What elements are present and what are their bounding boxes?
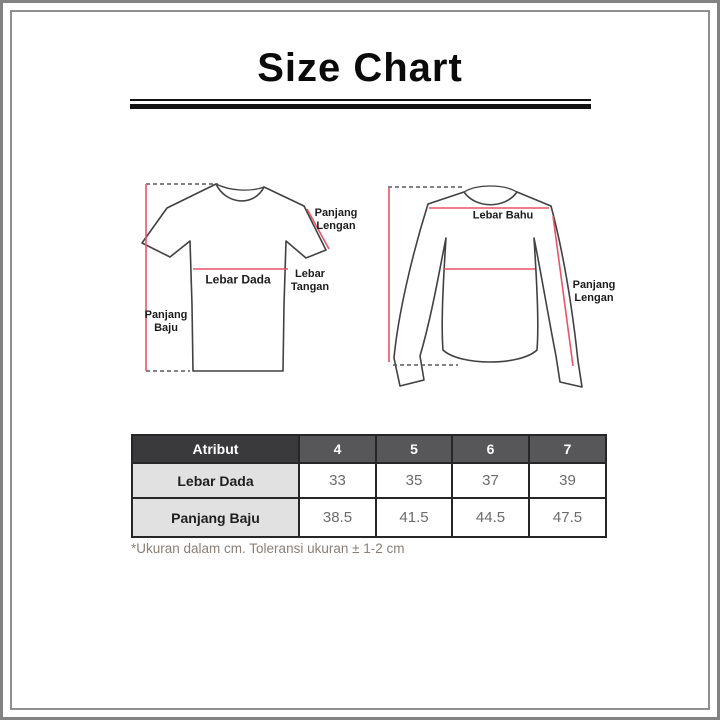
size-table: Atribut 4 5 6 7 Lebar Dada 33 35 37 39 P… [131, 434, 607, 538]
label-lebar-dada: Lebar Dada [205, 272, 271, 287]
measure-line-panjang-lengan [306, 208, 330, 250]
cell-panjang-baju-6: 44.5 [451, 497, 530, 538]
header-cell-atribut: Atribut [131, 434, 300, 464]
underline-thick [130, 104, 591, 109]
short-sleeve-shirt-drawing [141, 183, 330, 372]
table-row: Panjang Baju 38.5 41.5 44.5 47.5 [131, 497, 607, 538]
header-cell-size-4: 4 [298, 434, 377, 464]
table-row: Lebar Dada 33 35 37 39 [131, 462, 607, 499]
label-lebar-bahu: Lebar Bahu [472, 209, 534, 222]
shirt-outline [393, 191, 583, 388]
cell-panjang-baju-7: 47.5 [528, 497, 607, 538]
title-underline [130, 99, 591, 109]
long-sleeve-shirt-diagram: Lebar Bahu Panjang Lengan [382, 165, 622, 405]
header-cell-size-6: 6 [451, 434, 530, 464]
long-sleeve-shirt-drawing [388, 185, 583, 388]
footnote: *Ukuran dalam cm. Toleransi ukuran ± 1-2… [131, 541, 405, 556]
measure-line-panjang-lengan [552, 215, 574, 367]
label-lebar-tangan: Lebar Tangan [290, 268, 330, 293]
shirt-outline [141, 183, 327, 372]
row-label-lebar-dada: Lebar Dada [131, 462, 300, 499]
underline-thin [130, 99, 591, 101]
cell-lebar-dada-7: 39 [528, 462, 607, 499]
collar-back-line [215, 183, 265, 191]
cell-lebar-dada-6: 37 [451, 462, 530, 499]
label-panjang-lengan: Panjang Lengan [314, 207, 358, 232]
page-title: Size Chart [257, 46, 463, 90]
row-label-panjang-baju: Panjang Baju [131, 497, 300, 538]
label-panjang-baju: Panjang Baju [144, 309, 188, 334]
cell-panjang-baju-5: 41.5 [375, 497, 453, 538]
table-header-row: Atribut 4 5 6 7 [131, 434, 607, 464]
header-cell-size-5: 5 [375, 434, 453, 464]
header-cell-size-7: 7 [528, 434, 607, 464]
cell-lebar-dada-4: 33 [298, 462, 377, 499]
cell-panjang-baju-4: 38.5 [298, 497, 377, 538]
label-panjang-lengan: Panjang Lengan [572, 279, 616, 304]
short-sleeve-shirt-diagram: Panjang Lengan Lebar Tangan Lebar Dada P… [130, 165, 370, 405]
cell-lebar-dada-5: 35 [375, 462, 453, 499]
collar-back-line [463, 185, 518, 193]
